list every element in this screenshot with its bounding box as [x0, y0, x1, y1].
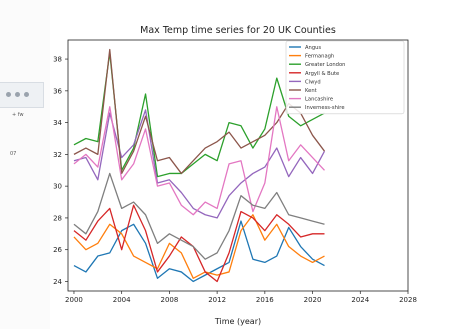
series-line-lancashire — [73, 106, 325, 216]
panel-dot-icon — [15, 92, 20, 97]
left-sidebar-strip — [0, 0, 50, 329]
x-tick-label: 2004 — [113, 296, 131, 304]
series-line-fermanagh — [73, 214, 325, 279]
x-tick-label: 2020 — [304, 296, 322, 304]
series-line-inverness-shire — [73, 172, 325, 260]
y-tick-label: 26 — [53, 246, 62, 254]
panel-dot-icon — [24, 92, 29, 97]
series-line-angus — [73, 220, 325, 283]
x-tick-label: 2016 — [256, 296, 274, 304]
series-line-kent — [73, 48, 326, 175]
legend-label: Inverness-shire — [305, 105, 345, 111]
plot-frame — [67, 39, 409, 292]
series-line-argyll-bute — [73, 204, 325, 283]
x-tick-label: 2012 — [208, 296, 226, 304]
panel-dot-icon — [6, 92, 11, 97]
legend-label: Angus — [305, 45, 321, 51]
chart-title: Max Temp time series for 20 UK Counties — [140, 25, 336, 36]
x-tick-label: 2008 — [160, 296, 178, 304]
collapsed-panel[interactable] — [0, 82, 44, 108]
legend-label: Greater London — [305, 62, 345, 68]
legend-label: Clwyd — [305, 79, 321, 85]
legend-label: Lancashire — [305, 97, 333, 103]
x-tick-label: 2000 — [65, 296, 83, 304]
y-tick-label: 24 — [53, 278, 62, 286]
y-tick-label: 28 — [53, 214, 62, 222]
legend-box — [285, 40, 405, 115]
sidebar-label: 07 — [10, 151, 17, 157]
legend: Angus Fermanagh Greater London Argyll & But… — [285, 40, 405, 115]
legend-label: Kent — [305, 88, 317, 94]
y-tick-label: 38 — [53, 56, 62, 64]
x-tick-label: 2028 — [399, 296, 417, 304]
y-tick-label: 32 — [53, 151, 62, 159]
y-tick-label: 34 — [53, 119, 62, 127]
series-line-clwyd — [73, 109, 326, 219]
x-axis-label: Time (year) — [214, 317, 261, 326]
x-tick-label: 2024 — [351, 296, 369, 304]
y-tick-label: 36 — [53, 87, 62, 95]
y-tick-label: 30 — [53, 183, 62, 191]
sidebar-label: + fw — [12, 112, 24, 118]
legend-label: Argyll & Bute — [305, 71, 339, 77]
legend-label: Fermanagh — [305, 54, 334, 60]
